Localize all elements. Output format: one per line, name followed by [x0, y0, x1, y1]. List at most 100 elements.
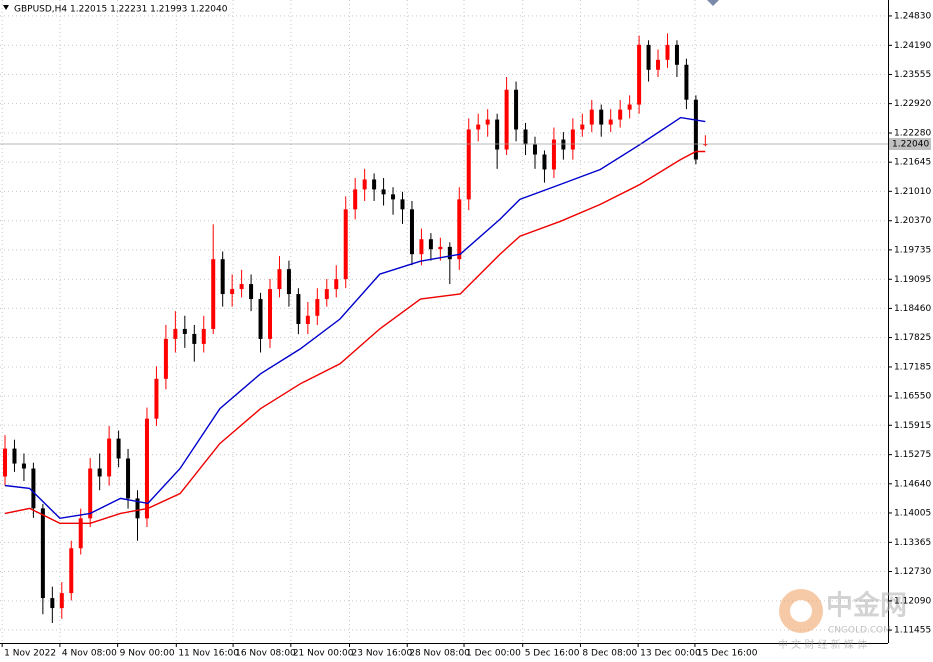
- candle-body: [353, 189, 358, 210]
- candle-body: [608, 119, 613, 125]
- candle-body: [523, 129, 528, 145]
- candle-body: [693, 99, 698, 160]
- candle-body: [69, 548, 74, 594]
- candle-body: [220, 259, 225, 295]
- x-tick-label: 28 Nov 08:00: [409, 649, 470, 659]
- watermark-site: CNGOLD.COM: [828, 626, 891, 636]
- candle-body: [258, 299, 263, 339]
- candle-body: [466, 129, 471, 200]
- candle-body: [201, 328, 206, 344]
- x-tick-label: 11 Nov 16:00: [178, 649, 239, 659]
- x-tick-label: 1 Dec 00:00: [466, 649, 521, 659]
- candle-body: [268, 289, 273, 339]
- candle-body: [88, 468, 93, 519]
- y-tick-label: 1.13365: [894, 538, 931, 548]
- candle-body: [163, 338, 168, 379]
- candle-body: [599, 109, 604, 125]
- candle-body: [570, 129, 575, 150]
- y-tick-label: 1.17185: [894, 362, 931, 372]
- candle-body: [31, 468, 36, 509]
- candle-body: [3, 448, 8, 477]
- candle-body: [192, 333, 197, 344]
- y-tick-label: 1.21645: [894, 158, 931, 168]
- candle-body: [239, 284, 244, 290]
- candle-body: [551, 139, 556, 170]
- candle-body: [286, 269, 291, 295]
- candle-body: [637, 44, 642, 105]
- last-price-box: [889, 138, 931, 151]
- y-tick-label: 1.12730: [894, 567, 931, 577]
- last-price-label: 1.22040: [892, 140, 929, 150]
- y-tick-label: 1.19735: [894, 245, 931, 255]
- moving-average: [4, 150, 706, 524]
- candle-body: [438, 246, 443, 250]
- candle-body: [230, 289, 235, 295]
- watermark: 中金网 CNGOLD.COM 中 文 财 经 新 媒 体: [778, 589, 907, 651]
- x-tick-label: 1 Nov 2022: [4, 649, 56, 659]
- candle-body: [542, 154, 547, 170]
- candle-body: [144, 418, 149, 519]
- watermark-logo-inner: [790, 600, 812, 622]
- x-tick-label: 13 Dec 00:00: [640, 649, 701, 659]
- candle-body: [618, 109, 623, 120]
- candle-body: [703, 144, 708, 146]
- watermark-slogan: 中 文 财 经 新 媒 体: [778, 638, 867, 651]
- y-tick-label: 1.19095: [894, 275, 931, 285]
- candle-body: [305, 315, 310, 324]
- candle-body: [97, 468, 102, 477]
- candle-body: [154, 378, 159, 419]
- candle-body: [665, 44, 670, 60]
- candle-body: [296, 294, 301, 324]
- y-tick-label: 1.17825: [894, 333, 931, 343]
- candle-body: [532, 144, 537, 155]
- x-tick-label: 21 Nov 00:00: [293, 649, 354, 659]
- candle-body: [126, 458, 131, 499]
- candle-body: [656, 59, 661, 70]
- candle-body: [324, 289, 329, 300]
- candle-body: [277, 269, 282, 290]
- y-tick-label: 1.12090: [894, 596, 931, 606]
- candle-body: [674, 44, 679, 65]
- candle-body: [315, 299, 320, 316]
- candle-body: [400, 199, 405, 210]
- candle-body: [447, 246, 452, 260]
- shift-marker: [707, 0, 719, 6]
- grid: [0, 0, 888, 643]
- candle-body: [182, 328, 187, 334]
- candle-body: [372, 179, 377, 190]
- y-tick-label: 1.15275: [894, 450, 931, 460]
- candle-body: [684, 64, 689, 100]
- y-tick-label: 1.24830: [894, 11, 931, 21]
- candle-body: [78, 518, 83, 549]
- y-tick-label: 1.24190: [894, 41, 931, 51]
- plot: [3, 33, 708, 624]
- candle-body: [381, 189, 386, 195]
- candle-body: [12, 448, 17, 464]
- x-tick-label: 15 Dec 16:00: [697, 649, 758, 659]
- candle-body: [40, 508, 45, 599]
- watermark-brand: 中金网: [826, 590, 907, 622]
- candle-body: [107, 438, 112, 477]
- candle-body: [249, 284, 254, 300]
- candle-body: [476, 124, 481, 130]
- y-tick-label: 1.15915: [894, 421, 931, 431]
- candle-body: [116, 438, 121, 459]
- y-tick-label: 1.22280: [894, 129, 931, 139]
- candle-body: [21, 463, 26, 469]
- y-tick-label: 1.16550: [894, 392, 931, 402]
- title-arrow: [3, 5, 9, 10]
- candle-body: [391, 194, 396, 200]
- candle-body: [419, 239, 424, 255]
- candle-body: [561, 139, 566, 150]
- y-tick-label: 1.14640: [894, 479, 931, 489]
- x-tick-label: 8 Dec 08:00: [582, 649, 637, 659]
- candle-body: [495, 119, 500, 150]
- y-tick-label: 1.18460: [894, 304, 931, 314]
- candle-body: [50, 598, 55, 609]
- chart-title: GBPUSD,H4 1.22015 1.22231 1.21993 1.2204…: [14, 5, 228, 15]
- candle-body: [514, 89, 519, 130]
- candle-body: [343, 209, 348, 280]
- candle-body: [173, 328, 178, 339]
